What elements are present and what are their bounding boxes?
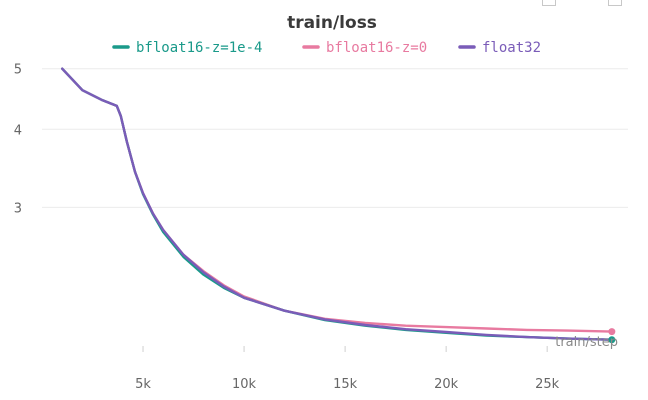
- y-axis: 3 4 5: [14, 63, 22, 217]
- legend-item-0[interactable]: bfloat16-z=1e-4: [112, 40, 262, 56]
- grid: [42, 68, 628, 208]
- legend-item-2[interactable]: float32: [458, 40, 541, 56]
- series-line-2[interactable]: [61, 67, 613, 341]
- legend: bfloat16-z=1e-4 bfloat16-z=0 float32: [112, 40, 541, 56]
- legend-item-1[interactable]: bfloat16-z=0: [302, 40, 427, 56]
- y-tick-label: 5: [14, 63, 22, 78]
- y-tick-label: 3: [14, 201, 22, 216]
- x-tick-label: 20k: [434, 377, 459, 392]
- toolbar-icon-left[interactable]: [542, 0, 556, 6]
- x-axis-label: train/step: [555, 335, 618, 350]
- x-tick-label: 10k: [232, 377, 257, 392]
- series-lines: [61, 67, 616, 344]
- x-axis: 5k 10k 15k 20k 25k: [135, 346, 560, 392]
- x-tick-label: 15k: [333, 377, 358, 392]
- series-end-point-0: [608, 336, 616, 344]
- legend-label: bfloat16-z=1e-4: [136, 40, 262, 56]
- series-line-0[interactable]: [61, 67, 613, 341]
- series-end-point-1: [608, 328, 616, 336]
- legend-label: bfloat16-z=0: [326, 40, 427, 56]
- legend-label: float32: [482, 40, 541, 56]
- y-tick-label: 4: [14, 123, 22, 138]
- toolbar-icon-right[interactable]: [608, 0, 622, 6]
- chart-title: train/loss: [287, 13, 377, 33]
- x-tick-label: 25k: [535, 377, 560, 392]
- x-tick-label: 5k: [135, 377, 151, 392]
